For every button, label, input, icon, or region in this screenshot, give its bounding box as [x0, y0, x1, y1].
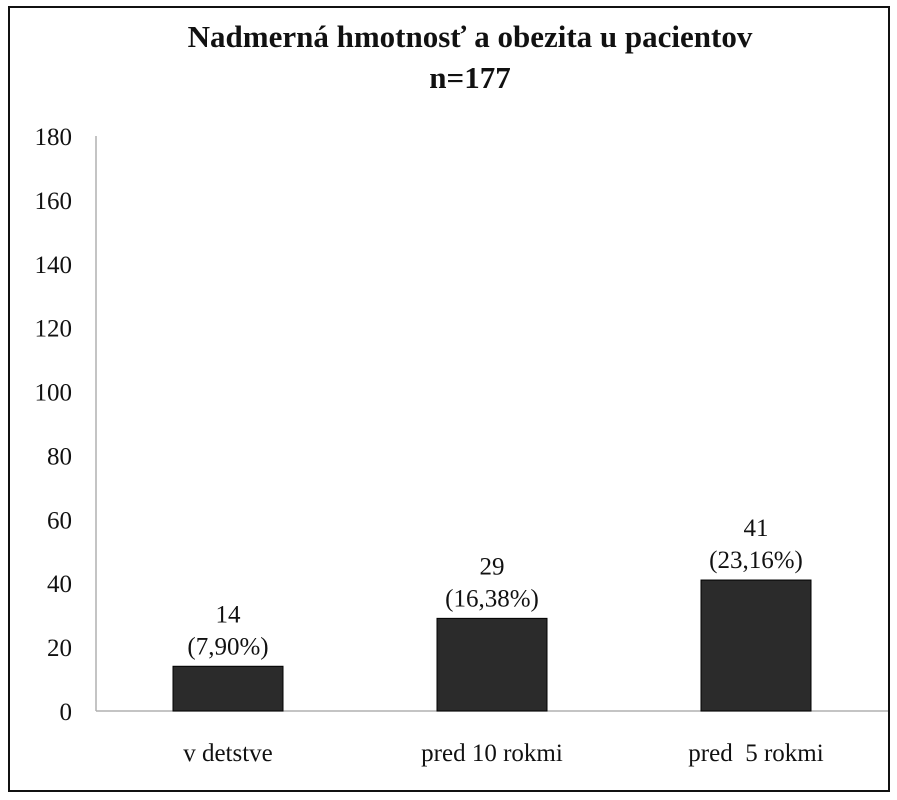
- y-tick-label: 100: [35, 380, 73, 407]
- data-label-percent: (16,38%): [445, 585, 539, 612]
- data-label-value: 29: [480, 553, 505, 580]
- bar: [700, 579, 812, 712]
- bars: [172, 579, 812, 712]
- data-label-value: 41: [744, 515, 769, 542]
- y-tick-label: 40: [47, 571, 72, 598]
- chart-title: Nadmerná hmotnosť a obezita u pacientov: [188, 19, 753, 54]
- bar: [172, 665, 284, 712]
- category-labels: v detstve pred 10 rokmi pred 5 rokmi: [183, 740, 824, 767]
- y-tick-label: 20: [47, 635, 72, 662]
- y-tick-label: 180: [35, 124, 73, 151]
- y-tick-label: 60: [47, 507, 72, 534]
- data-labels: 14 (7,90%) 29 (16,38%) 41 (23,16%): [187, 515, 802, 660]
- y-tick-label: 120: [35, 316, 73, 343]
- data-label-percent: (7,90%): [187, 633, 268, 660]
- y-tick-label: 80: [47, 443, 72, 470]
- category-label: pred 10 rokmi: [421, 740, 563, 767]
- y-tick-labels: 0 20 40 60 80 100 120 140 160 180: [35, 124, 73, 726]
- bar: [436, 617, 548, 712]
- category-label: pred 5 rokmi: [688, 740, 823, 767]
- category-label: v detstve: [183, 740, 273, 767]
- data-label-percent: (23,16%): [709, 547, 803, 574]
- y-tick-label: 140: [35, 252, 73, 279]
- y-tick-label: 160: [35, 188, 73, 215]
- chart-subtitle: n=177: [429, 60, 510, 95]
- y-tick-label: 0: [60, 699, 73, 726]
- data-label-value: 14: [216, 601, 242, 628]
